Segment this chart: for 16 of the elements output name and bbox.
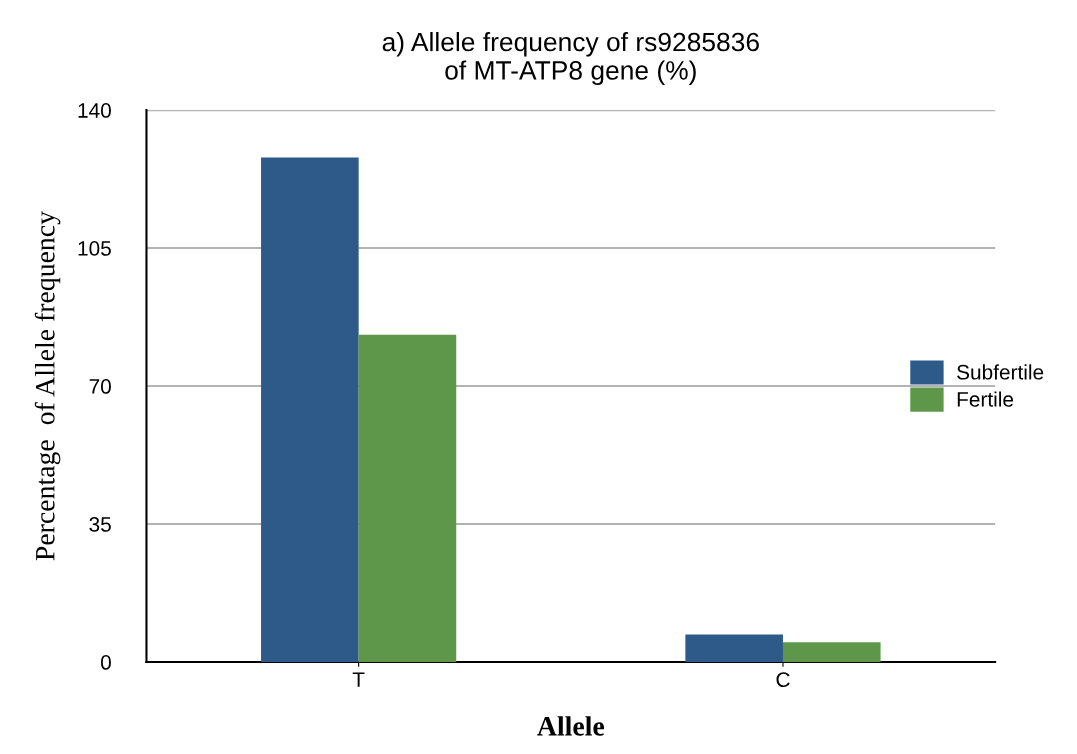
- y-tick-label: 0: [100, 655, 111, 670]
- y-tick-label: 35: [89, 517, 111, 532]
- bar: [782, 642, 881, 663]
- x-tick-label: C: [776, 672, 790, 688]
- y-tick-label: 105: [78, 241, 111, 256]
- bar: [261, 157, 359, 663]
- x-axis-title: Allele: [537, 716, 605, 736]
- y-tick-label: 70: [89, 379, 111, 394]
- chart-title: a) Allele frequency of rs9285836 of MT-ATP8 gene (%): [382, 31, 759, 85]
- legend-label: Fertile: [957, 391, 1014, 407]
- y-tick-label: 140: [78, 103, 111, 118]
- bar: [685, 634, 783, 663]
- bar: [358, 334, 457, 663]
- legend-label: Subfertile: [957, 364, 1044, 380]
- y-axis-title: Percentage of Allele frequency: [34, 211, 61, 561]
- x-tick-label: T: [352, 672, 365, 687]
